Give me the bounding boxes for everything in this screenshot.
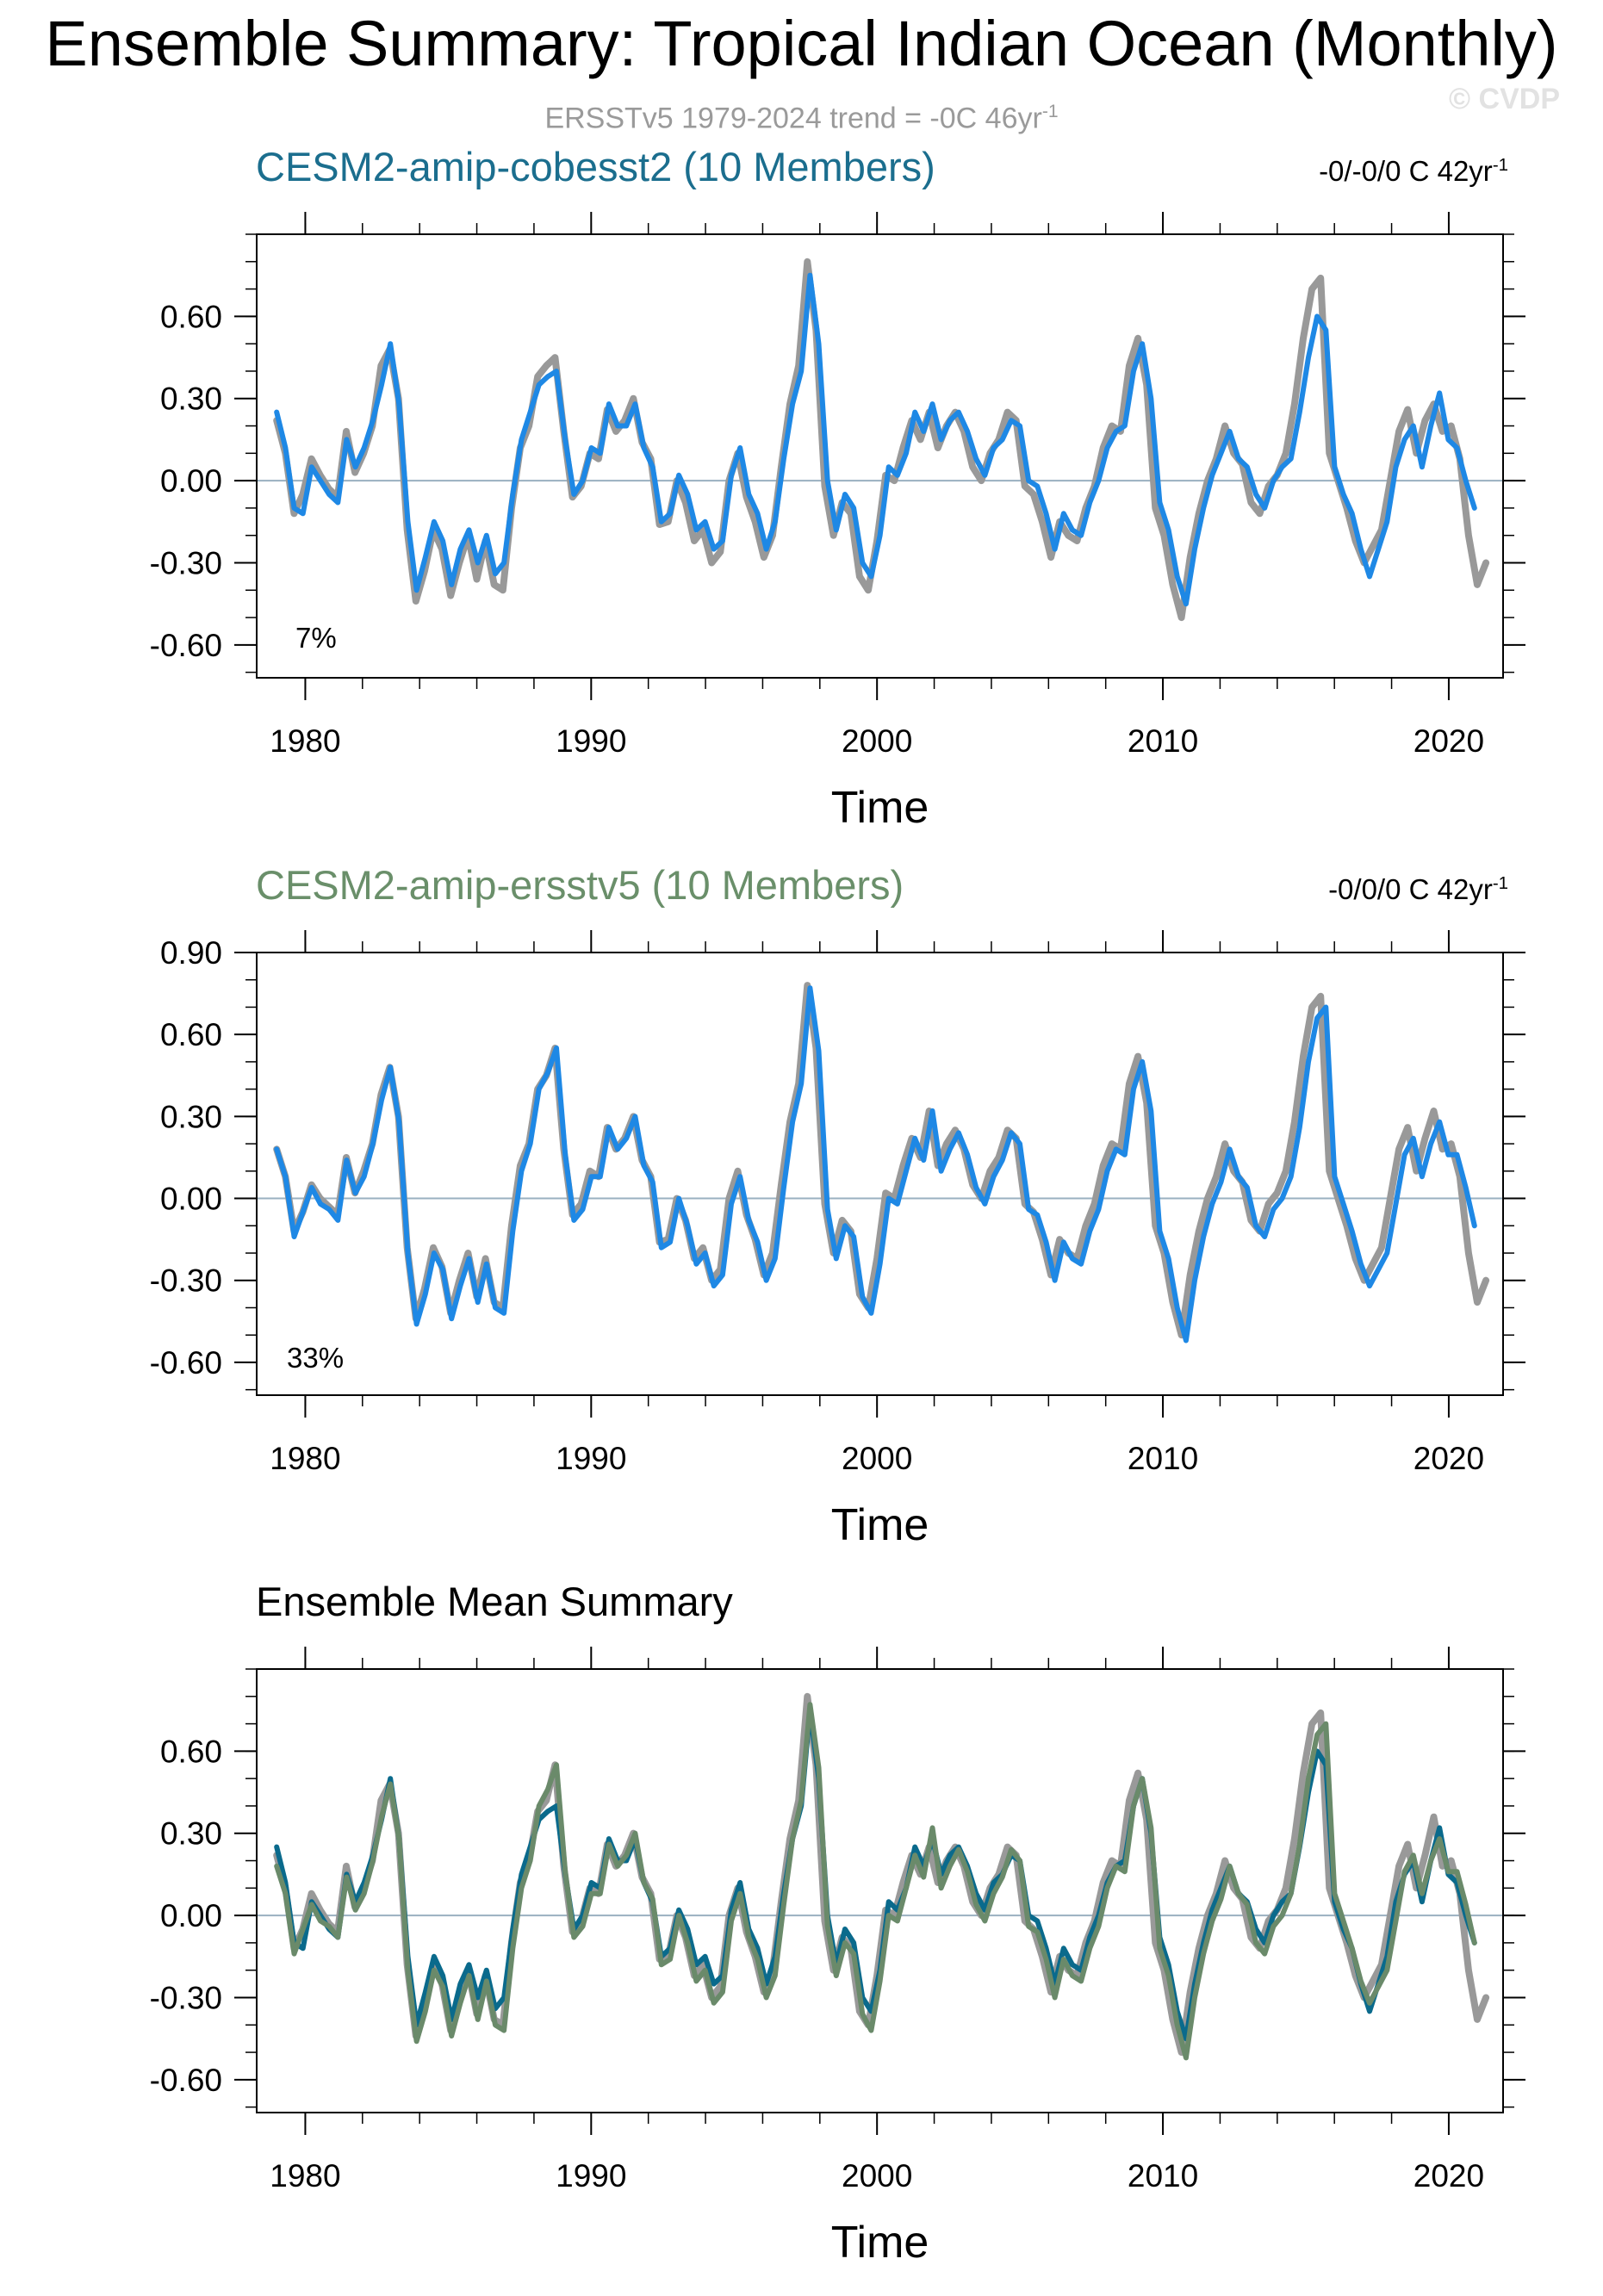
y-tick-label: 0.60 [160, 299, 222, 334]
x-tick-label: 2000 [842, 2158, 912, 2194]
x-tick-label: 2010 [1128, 723, 1198, 759]
y-tick-label: 0.30 [160, 382, 222, 417]
y-tick-label: 0.30 [160, 1099, 222, 1134]
percent-annotation: 7% [295, 622, 337, 654]
panel-1-trend: -0/-0/0 C 42yr-1 [1319, 155, 1508, 188]
x-axis-title: Time [831, 2218, 929, 2268]
x-axis-title: Time [831, 783, 929, 833]
y-tick-label: -0.30 [150, 545, 222, 580]
panel-2-trend-exponent: -1 [1492, 873, 1508, 893]
x-tick-label: 2020 [1413, 1441, 1484, 1476]
panel-2-trend: -0/0/0 C 42yr-1 [1328, 873, 1508, 906]
panel-1-trend-exponent: -1 [1492, 155, 1508, 175]
x-tick-label: 1980 [270, 1441, 340, 1476]
series-mean-cobesst2 [274, 1707, 1477, 2042]
panel-1-trend-text: -0/-0/0 C 42yr [1319, 155, 1493, 187]
panel-2-title: CESM2-amip-ersstv5 (10 Members) [256, 862, 904, 908]
series-observed [273, 982, 1490, 1339]
y-tick-label: 0.90 [160, 935, 222, 971]
y-tick-label: -0.60 [150, 1345, 222, 1381]
y-tick-label: -0.60 [150, 2063, 222, 2098]
y-tick-label: -0.30 [150, 1980, 222, 2015]
plot-frame [256, 233, 1504, 679]
figure-title: Ensemble Summary: Tropical Indian Ocean … [45, 8, 1558, 79]
x-tick-label: 2020 [1413, 723, 1484, 759]
plot-frame [256, 1668, 1504, 2113]
panel-3-chart: -0.60 -0.30 0.00 0.30 0.60 1980 1990 2000 2010 20… [150, 1647, 1525, 2268]
y-tick-label: 0.00 [160, 1182, 222, 1217]
series-members [274, 985, 1477, 1343]
subtitle-text: ERSSTv5 1979-2024 trend = -0C 46yr [544, 102, 1042, 135]
panel-3-title: Ensemble Mean Summary [256, 1579, 733, 1624]
y-tick-label: -0.30 [150, 1263, 222, 1299]
x-tick-label: 2010 [1128, 1441, 1198, 1476]
plot-frame [256, 952, 1504, 1396]
cvdp-watermark: © CVDP [1449, 83, 1560, 115]
y-tick-label: 0.60 [160, 1734, 222, 1769]
x-tick-label: 1990 [556, 1441, 626, 1476]
panel-1-title: CESM2-amip-cobesst2 (10 Members) [256, 144, 935, 189]
x-tick-label: 2000 [842, 723, 912, 759]
subtitle-exponent: -1 [1041, 102, 1059, 121]
series-mean-ersstv5 [274, 1702, 1477, 2061]
x-axis-title: Time [831, 1500, 929, 1550]
x-tick-label: 1980 [270, 723, 340, 759]
x-tick-label: 2000 [842, 1441, 912, 1476]
panel-2-trend-text: -0/0/0 C 42yr [1328, 873, 1493, 905]
y-tick-label: -0.60 [150, 628, 222, 663]
panel-2-chart: -0.60 -0.30 0.00 0.30 0.60 0.90 1980 1990 2000 20… [150, 930, 1525, 1550]
x-tick-label: 1990 [556, 2158, 626, 2194]
x-tick-label: 1990 [556, 723, 626, 759]
series-members [274, 272, 1477, 607]
panel-1-chart: -0.60 -0.30 0.00 0.30 0.60 1980 1990 2000 2010 20… [150, 212, 1525, 833]
y-tick-label: 0.30 [160, 1816, 222, 1852]
y-tick-label: 0.60 [160, 1017, 222, 1052]
x-tick-label: 2010 [1128, 2158, 1198, 2194]
x-tick-label: 1980 [270, 2158, 340, 2194]
y-tick-label: 0.00 [160, 1898, 222, 1933]
percent-annotation: 33% [287, 1342, 344, 1374]
x-tick-label: 2020 [1413, 2158, 1484, 2194]
figure-subtitle: ERSSTv5 1979-2024 trend = -0C 46yr-1 [0, 102, 1603, 135]
y-tick-label: 0.00 [160, 463, 222, 499]
